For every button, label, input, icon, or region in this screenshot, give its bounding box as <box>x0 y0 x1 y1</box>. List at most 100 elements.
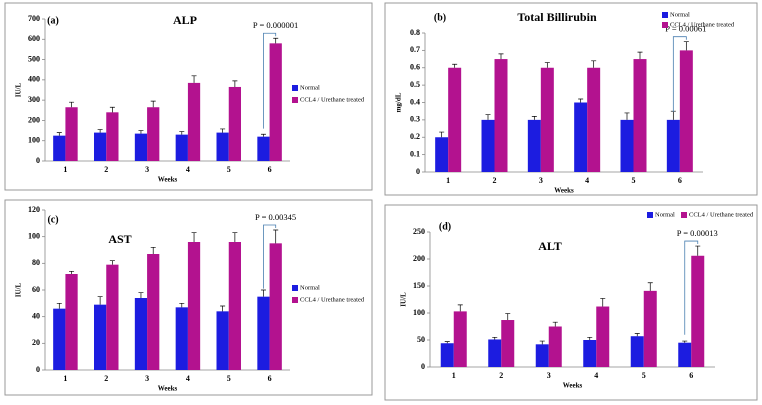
annotation: P = 0.000001 <box>253 20 298 30</box>
x-tick-label: 1 <box>63 165 67 174</box>
y-tick-label: 0 <box>36 156 40 165</box>
error-bar <box>492 336 498 340</box>
error-bar <box>444 341 450 344</box>
error-bar <box>683 41 689 51</box>
y-tick-label: 20 <box>32 338 40 347</box>
bar <box>691 255 705 367</box>
error-bar <box>191 75 197 83</box>
y-tick-label: 0.1 <box>410 149 420 158</box>
x-tick-label: 2 <box>104 374 108 383</box>
bar <box>65 107 78 161</box>
x-tick-label: 6 <box>268 374 272 383</box>
bar <box>269 243 282 370</box>
y-tick-label: 0.4 <box>410 97 420 106</box>
y-tick-label: 0.8 <box>410 28 420 37</box>
x-axis-label: Weeks <box>563 382 583 390</box>
error-bar <box>539 340 545 345</box>
chart-title: ALT <box>538 239 562 253</box>
error-bar <box>647 282 653 291</box>
error-bar <box>505 313 511 321</box>
error-bar <box>109 106 115 113</box>
bar <box>134 133 148 161</box>
chart-title: ALP <box>173 13 197 27</box>
error-bar <box>439 131 445 138</box>
bar <box>94 132 107 161</box>
bar <box>630 336 644 367</box>
error-bar <box>634 333 640 337</box>
y-tick-label: 600 <box>28 34 40 43</box>
bar <box>527 119 541 172</box>
error-bar <box>232 80 238 87</box>
error-bar <box>591 60 597 68</box>
legend-label: Normal <box>300 84 320 91</box>
y-tick-label: 150 <box>413 281 425 290</box>
bar <box>228 242 241 370</box>
y-tick-label: 250 <box>413 227 425 236</box>
x-tick-label: 6 <box>678 176 682 185</box>
bar <box>94 304 107 370</box>
bar <box>643 290 657 367</box>
error-bar <box>150 246 156 254</box>
y-tick-label: 0.5 <box>410 80 420 89</box>
error-bar <box>600 298 606 307</box>
y-axis-label: IU/L <box>15 82 23 97</box>
x-tick-label: 4 <box>186 374 190 383</box>
bar <box>106 264 119 370</box>
bar <box>435 137 449 172</box>
error-bar <box>69 270 75 274</box>
y-tick-label: 400 <box>28 75 40 84</box>
chart-panel: Total Billirubin (b) 0 0.1 0.2 0.3 0.4 0.5 0.6 0.… <box>384 2 758 196</box>
error-bar <box>552 321 558 327</box>
y-tick-label: 0 <box>421 362 425 371</box>
error-bar <box>273 37 279 44</box>
bar <box>587 67 601 172</box>
y-axis-label: IU/L <box>15 282 23 297</box>
bar <box>501 320 515 367</box>
error-bar <box>624 112 630 120</box>
bar <box>453 311 467 367</box>
chart-panel: AST (c) 0 20 40 60 80 100 120 1 2 3 4 5 6 IU/L Weeks P = … <box>4 199 373 396</box>
significance-bracket <box>684 240 699 335</box>
y-tick-label: 0.2 <box>410 132 420 141</box>
y-tick-label: 120 <box>28 205 40 214</box>
chart-title: Total Billirubin <box>517 10 597 24</box>
panel-label: (b) <box>434 12 446 23</box>
legend-label: CCL4 / Urethane treated <box>300 296 365 303</box>
x-tick-label: 4 <box>186 165 190 174</box>
x-tick-label: 2 <box>493 176 497 185</box>
bar <box>257 136 270 161</box>
error-bar <box>138 292 144 298</box>
legend-swatch <box>647 212 653 218</box>
legend-label: Normal <box>300 284 320 291</box>
y-tick-label: 0.6 <box>410 63 420 72</box>
significance-bracket <box>263 224 277 289</box>
bar <box>175 134 188 161</box>
y-tick-label: 0 <box>416 167 420 176</box>
x-tick-label: 5 <box>642 371 646 380</box>
bar <box>535 344 549 367</box>
y-tick-label: 500 <box>28 54 40 63</box>
error-bar <box>587 336 593 340</box>
y-tick-label: 0.3 <box>410 115 420 124</box>
x-tick-label: 2 <box>104 165 108 174</box>
bar <box>216 132 229 161</box>
panel-border <box>4 2 373 191</box>
y-tick-label: 700 <box>28 14 40 23</box>
bar <box>257 296 270 370</box>
x-tick-label: 3 <box>547 371 551 380</box>
annotation: P = 0.00345 <box>255 212 296 222</box>
legend-swatch <box>681 212 687 218</box>
error-bar <box>138 130 144 134</box>
error-bar <box>260 133 266 137</box>
bar <box>134 298 148 370</box>
error-bar <box>498 53 504 60</box>
error-bar <box>485 114 491 120</box>
y-tick-label: 80 <box>32 258 40 267</box>
chart-panel: ALP (a) 0 100 200 300 400 500 600 700 1 2 3 4 5 6 IU/L We… <box>4 2 373 191</box>
y-axis-label: IU/L <box>400 292 408 307</box>
x-tick-label: 1 <box>452 371 456 380</box>
error-bar <box>56 132 62 136</box>
error-bar <box>670 110 676 120</box>
bar <box>633 59 647 172</box>
